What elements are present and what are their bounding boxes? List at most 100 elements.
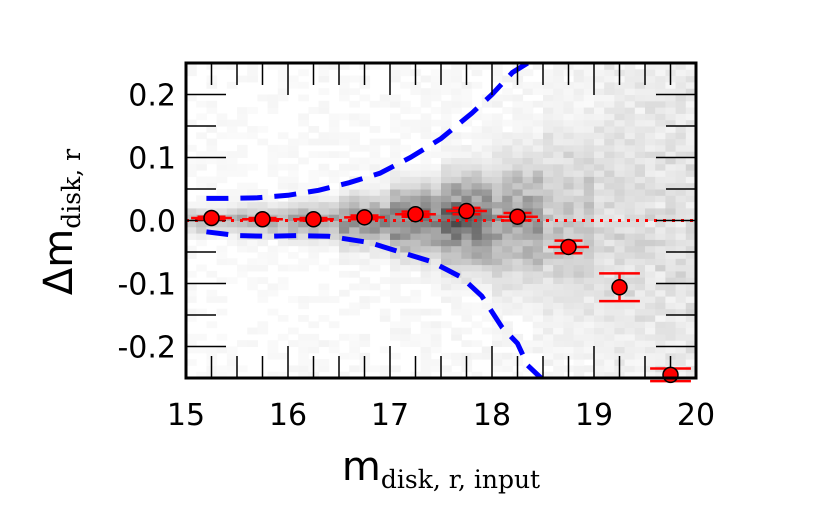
heatmap-cell (390, 321, 401, 329)
heatmap-cell (298, 315, 309, 322)
heatmap-cell (308, 176, 320, 184)
heatmap-cell (471, 245, 483, 253)
heatmap-cell (451, 302, 462, 310)
heatmap-cell (573, 176, 585, 184)
heatmap-cell (390, 151, 401, 158)
heatmap-cell (430, 201, 442, 209)
heatmap-cell (216, 132, 228, 140)
heatmap-cell (614, 126, 626, 133)
heatmap-cell (543, 81, 554, 89)
heatmap-cell (461, 151, 473, 158)
heatmap-cell (349, 340, 360, 347)
heatmap-cell (604, 69, 615, 77)
heatmap-cell (318, 359, 330, 366)
heatmap-cell (430, 207, 442, 215)
heatmap-cell (522, 289, 534, 297)
heatmap-cell (522, 277, 534, 284)
heatmap-cell (216, 207, 228, 215)
heatmap-cell (481, 245, 493, 253)
heatmap-cell (410, 289, 422, 297)
heatmap-cell (441, 283, 452, 291)
heatmap-cell (502, 94, 513, 102)
heatmap-cell (522, 176, 534, 184)
heatmap-cell (430, 132, 442, 140)
heatmap-cell (583, 346, 595, 354)
heatmap-cell (594, 81, 605, 89)
heatmap-cell (604, 163, 615, 171)
heatmap-cell (186, 69, 197, 77)
heatmap-cell (441, 214, 452, 221)
heatmap-cell (308, 346, 320, 354)
heatmap-cell (481, 315, 493, 322)
heatmap-cell (400, 182, 411, 190)
heatmap-cell (420, 201, 432, 209)
heatmap-cell (420, 189, 432, 196)
heatmap-cell (512, 283, 524, 291)
heatmap-cell (655, 226, 666, 234)
heatmap-cell (583, 119, 595, 127)
heatmap-cell (410, 258, 422, 266)
heatmap-cell (532, 176, 544, 184)
heatmap-cell (645, 340, 656, 347)
heatmap-cell (216, 170, 228, 177)
heatmap-cell (573, 107, 585, 114)
heatmap-cell (492, 352, 503, 360)
heatmap-cell (216, 119, 228, 127)
heatmap-cell (675, 296, 687, 303)
heatmap-cell (645, 264, 656, 272)
heatmap-cell (553, 151, 564, 158)
heatmap-cell (420, 195, 432, 203)
heatmap-cell (461, 245, 473, 253)
heatmap-cell (267, 308, 279, 316)
heatmap-cell (645, 245, 656, 253)
heatmap-cell (390, 170, 401, 177)
heatmap-cell (339, 81, 350, 89)
heatmap-cell (369, 233, 381, 240)
heatmap-cell (430, 75, 442, 83)
heatmap-cell (614, 315, 626, 322)
heatmap-cell (481, 138, 493, 146)
heatmap-cell (349, 207, 360, 215)
heatmap-cell (400, 252, 411, 259)
heatmap-cell (532, 151, 544, 158)
heatmap-cell (318, 132, 330, 140)
heatmap-cell (594, 163, 605, 171)
heatmap-cell (267, 220, 279, 228)
heatmap-cell (247, 201, 258, 209)
heatmap-cell (583, 138, 595, 146)
heatmap-cell (369, 144, 381, 152)
heatmap-cell (471, 189, 483, 196)
heatmap-cell (675, 233, 687, 240)
heatmap-cell (594, 277, 605, 284)
heatmap-cell (573, 94, 585, 102)
heatmap-cell (655, 289, 666, 297)
heatmap-cell (390, 365, 401, 373)
heatmap-cell (543, 296, 554, 303)
heatmap-cell (318, 88, 330, 95)
heatmap-cell (379, 226, 391, 234)
heatmap-cell (563, 100, 575, 108)
heatmap-cell (451, 252, 462, 259)
heatmap-cell (634, 113, 646, 121)
heatmap-cell (328, 119, 340, 127)
heatmap-cell (543, 176, 554, 184)
heatmap-cell (532, 126, 544, 133)
heatmap-cell (583, 283, 595, 291)
heatmap-cell (604, 308, 615, 316)
heatmap-cell (583, 63, 595, 70)
heatmap-cell (328, 63, 340, 70)
heatmap-cell (410, 119, 422, 127)
heatmap-cell (645, 233, 656, 240)
heatmap-cell (186, 226, 197, 234)
heatmap-cell (390, 138, 401, 146)
heatmap-cell (512, 144, 524, 152)
heatmap-cell (563, 283, 575, 291)
heatmap-cell (186, 157, 197, 165)
heatmap-cell (665, 315, 677, 322)
heatmap-cell (532, 302, 544, 310)
data-point (497, 208, 538, 225)
heatmap-cell (675, 270, 687, 278)
heatmap-cell (186, 220, 197, 228)
heatmap-cell (614, 170, 626, 177)
heatmap-cell (512, 157, 524, 165)
